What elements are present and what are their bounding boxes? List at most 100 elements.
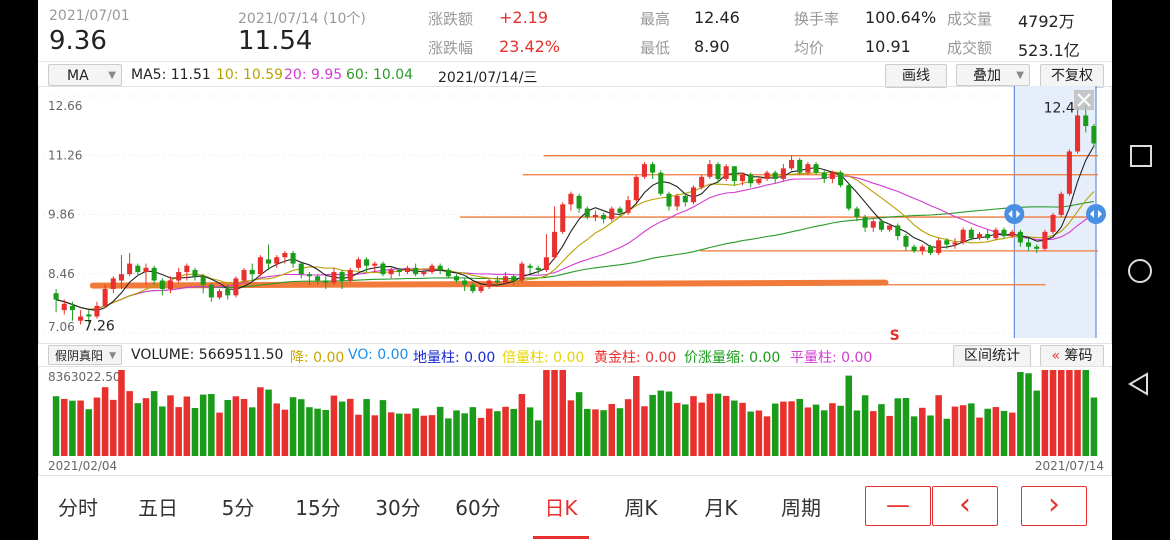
home-icon[interactable] — [1128, 259, 1152, 283]
volume-bar — [110, 399, 117, 456]
prev-button[interactable]: ‹ — [932, 486, 998, 526]
change-pct-value: 23.42% — [499, 37, 561, 56]
adjust-button[interactable]: 不复权 — [1040, 64, 1104, 88]
volume-bar — [976, 417, 983, 456]
selection-handle-right[interactable] — [1086, 204, 1106, 224]
volume-chart[interactable]: 8363022.50 2021/02/04 2021/07/14 — [38, 366, 1112, 476]
tab-2[interactable]: 5分 — [221, 496, 255, 520]
candle-body — [503, 276, 509, 283]
candle-body — [339, 272, 345, 281]
volume-bar — [502, 406, 509, 456]
candle — [772, 170, 778, 184]
ma10-line — [55, 171, 1095, 310]
candle-body — [666, 193, 672, 207]
candle-body — [552, 231, 558, 258]
candle — [380, 261, 386, 277]
candle — [601, 212, 607, 224]
volume-bar — [1017, 371, 1024, 456]
volume-bar — [134, 403, 142, 456]
indicator-select[interactable]: 假阴真阳 ▼ — [48, 345, 122, 365]
chevron-left-icon: ‹ — [959, 487, 971, 522]
minus-button[interactable]: — — [865, 486, 931, 526]
tab-1[interactable]: 五日 — [138, 496, 178, 520]
volume-bar — [428, 415, 436, 456]
volume-bar — [583, 408, 591, 456]
volume-bar — [396, 413, 403, 456]
overlay-button[interactable]: 叠加 ▼ — [956, 64, 1030, 86]
candle — [249, 263, 255, 281]
tab-0[interactable]: 分时 — [58, 496, 98, 520]
recent-apps-icon[interactable] — [1130, 145, 1152, 167]
ma5-value: MA5: 11.51 — [131, 67, 211, 83]
volume-bar — [175, 407, 182, 456]
candle — [127, 253, 133, 277]
candlestick-chart[interactable]: 12.66 11.26 9.86 8.46 7.06 7.26 12.4 S — [38, 86, 1112, 344]
amount-value: 523.1亿 — [1018, 41, 1080, 60]
volume-bar — [755, 410, 763, 456]
tab-5[interactable]: 60分 — [455, 496, 501, 520]
selection-handle-left[interactable] — [1004, 204, 1025, 224]
low-label: 最低 — [640, 39, 671, 57]
chips-button[interactable]: « 筹码 — [1040, 345, 1104, 367]
candle — [118, 255, 124, 289]
candle — [1009, 229, 1015, 239]
candle-body — [576, 195, 582, 209]
handle-arrows — [1008, 210, 1021, 218]
candle — [494, 276, 500, 287]
interval-stats-button[interactable]: 区间统计 — [953, 345, 1031, 367]
candle — [1042, 229, 1048, 251]
volume-bar — [52, 396, 60, 456]
price-tick-label: 11.26 — [48, 148, 82, 162]
candle — [503, 272, 509, 285]
candle — [437, 263, 443, 275]
volume-bar — [314, 408, 321, 456]
candle — [527, 263, 533, 275]
volume-bar — [420, 415, 428, 456]
candle-body — [821, 172, 827, 179]
candle-body — [519, 263, 525, 281]
candle-body — [94, 305, 100, 317]
candle — [625, 195, 631, 215]
tab-6[interactable]: 日K — [544, 496, 578, 520]
back-icon[interactable] — [1127, 372, 1151, 396]
tab-8[interactable]: 月K — [704, 496, 738, 520]
candle-body — [846, 185, 852, 209]
pingliang-readout: 平量柱: 0.00 — [790, 350, 873, 366]
tab-7[interactable]: 周K — [624, 496, 658, 520]
volume-bar — [739, 402, 746, 456]
candle — [666, 191, 672, 211]
candle-body — [895, 225, 901, 237]
candle — [911, 244, 917, 254]
change-pct-label: 涨跌幅 — [428, 39, 474, 57]
tab-9[interactable]: 周期 — [781, 496, 821, 520]
volume-frame — [38, 366, 1112, 476]
next-button[interactable]: › — [1021, 486, 1087, 526]
candle-body — [625, 200, 631, 213]
candle-body — [1001, 229, 1007, 237]
draw-button[interactable]: 画线 — [885, 64, 947, 88]
candle-body — [421, 272, 427, 275]
volume-bar — [829, 403, 836, 456]
volume-bar — [633, 375, 640, 456]
candle — [298, 261, 304, 279]
candle — [159, 278, 165, 296]
high-value: 12.46 — [694, 8, 740, 27]
candle — [339, 269, 345, 289]
tab-3[interactable]: 15分 — [295, 496, 341, 520]
candle-body — [331, 272, 337, 283]
volume-bar — [1000, 410, 1008, 456]
candle — [388, 267, 394, 279]
volume-bar — [935, 395, 942, 456]
candle — [682, 193, 688, 207]
volume-bar — [387, 412, 395, 456]
candle-body — [592, 214, 598, 218]
tab-4[interactable]: 30分 — [375, 496, 421, 520]
volume-bar — [1074, 370, 1081, 456]
divider — [38, 61, 1112, 62]
chevron-right-icon: › — [1048, 487, 1060, 522]
volume-bar — [126, 391, 133, 456]
ma-select[interactable]: MA ▼ — [48, 64, 122, 86]
close-selection-icon[interactable] — [1074, 90, 1094, 110]
candle-body — [1091, 126, 1097, 144]
candle-body — [151, 267, 157, 281]
